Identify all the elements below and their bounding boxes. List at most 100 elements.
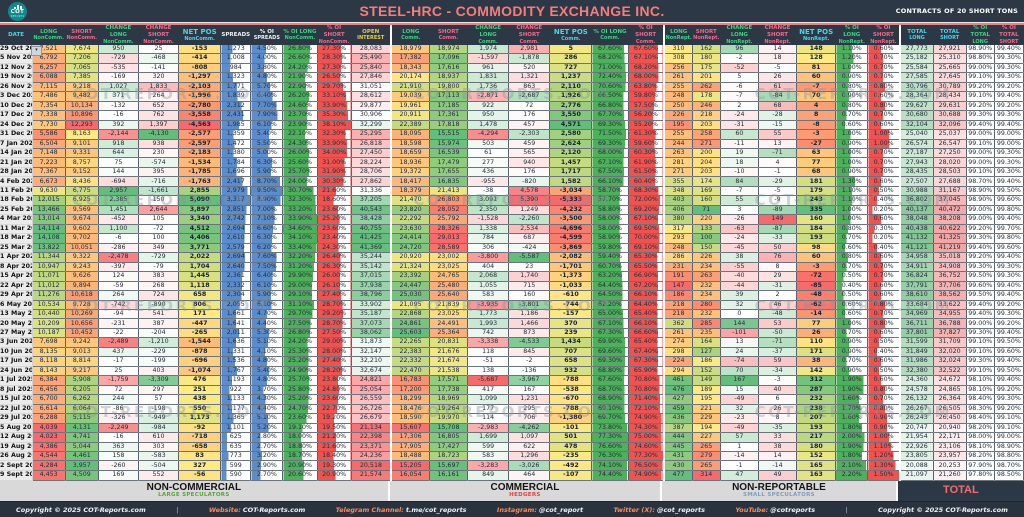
- total-long-cell: 34,958: [899, 252, 934, 263]
- spreads-cell: 2,332: [220, 281, 252, 292]
- table-row: 20 May 202510,20910,656-231387-4471,6414…: [0, 318, 1024, 329]
- short-noncomm-cell: 12,293: [65, 120, 99, 131]
- pct-oi-long-nonrept-cell: 0.90%: [835, 366, 869, 377]
- total-long-cell: 41,132: [899, 233, 934, 244]
- footer-link-instagram[interactable]: Instagram: @cot_report: [497, 506, 583, 514]
- date-cell: 11 Feb 2025: [0, 186, 33, 197]
- footer-link-youtube[interactable]: YouTube: @cotreports: [735, 506, 815, 514]
- long-comm-cell: 18,590: [391, 413, 430, 424]
- pct-oi-short-noncomm-cell: 31.90%: [317, 167, 352, 178]
- pct-oi-total-short-cell: 99.40%: [994, 176, 1024, 187]
- table-row: 12 Aug 20254,0234,741-16610-7186252.80%1…: [0, 432, 1024, 443]
- footer-link-website[interactable]: Website: COT-Reports.com: [209, 506, 305, 514]
- net-pos-noncomm-cell: -1,996: [178, 91, 222, 102]
- pct-oi-short-nonrept-cell: 1.10%: [867, 442, 901, 453]
- net-pos-comm-cell: -610: [549, 290, 593, 301]
- pct-oi-long-noncomm-cell: 31.20%: [282, 262, 318, 273]
- pct-oi-short-noncomm-cell: 23.60%: [317, 205, 352, 216]
- table-row: 9 Sept 20254,4534,509169552-565902.70%20…: [0, 470, 1024, 482]
- net-pos-noncomm-cell: -265: [178, 328, 222, 339]
- total-short-cell: 28,434: [933, 91, 967, 102]
- long-noncomm-cell: 6,288: [32, 413, 66, 424]
- logo-text: COT: [10, 9, 25, 15]
- short-nonrept-cell: 150: [692, 243, 721, 254]
- short-noncomm-cell: 9,101: [65, 139, 99, 150]
- pct-oi-total-short-cell: 99.30%: [994, 148, 1024, 159]
- change-long-comm-cell: 1,773: [467, 309, 510, 320]
- date-cell: 26 Aug 2025: [0, 451, 33, 462]
- pct-oi-short-noncomm-cell: 23.60%: [317, 394, 352, 405]
- open-interest-cell: 38,062: [351, 328, 393, 339]
- change-long-noncomm-cell: 2,385: [98, 195, 139, 206]
- change-long-comm-cell: 404: [467, 262, 510, 273]
- pct-oi-spreads-cell: 6.10%: [250, 300, 284, 311]
- pct-oi-total-short-cell: 99.80%: [994, 205, 1024, 216]
- total-short-cell: 25,037: [933, 129, 967, 140]
- change-long-comm-cell: 436: [467, 167, 510, 178]
- change-long-noncomm-cell: -16: [98, 432, 139, 443]
- pct-oi-long-comm-cell: 77.30%: [591, 432, 629, 443]
- change-short-comm-cell: 1,740: [508, 271, 551, 282]
- long-noncomm-cell: 6,792: [32, 53, 66, 64]
- change-long-comm-cell: 1,831: [467, 72, 510, 83]
- short-noncomm-cell: 10,134: [65, 101, 99, 112]
- pct-oi-long-noncomm-cell: 29.70%: [282, 309, 318, 320]
- change-long-nonrept-cell: -7: [720, 91, 759, 102]
- footer-link-label: Instagram:: [496, 505, 537, 514]
- open-interest-cell: 28,612: [351, 91, 393, 102]
- short-nonrept-cell: 100: [692, 233, 721, 244]
- total-short-cell: 32,020: [933, 347, 967, 358]
- change-short-comm-cell: 863: [508, 82, 551, 93]
- pct-oi-total-short-cell: 99.30%: [994, 157, 1024, 168]
- long-noncomm-cell: 7,148: [32, 148, 66, 159]
- change-long-noncomm-cell: -2,489: [98, 337, 139, 348]
- net-pos-comm-cell: 5: [549, 45, 593, 55]
- change-short-nonrept-cell: -14: [758, 460, 798, 471]
- total-short-cell: 31,167: [933, 186, 967, 197]
- pct-oi-short-nonrept-cell: 0.60%: [867, 91, 901, 102]
- footer-link-telegramchannel[interactable]: Telegram Channel: t.me/cot_reports: [336, 506, 467, 514]
- long-nonrept-cell: 294: [664, 366, 693, 377]
- change-long-comm-cell: -4,294: [467, 129, 510, 140]
- short-nonrept-cell: 271: [692, 139, 721, 150]
- pct-oi-total-long-cell: 99.10%: [966, 366, 995, 377]
- change-long-nonrept-cell: 84: [720, 176, 759, 187]
- pct-oi-long-nonrept-cell: 1.00%: [835, 148, 869, 159]
- total-long-cell: 25,040: [899, 129, 934, 140]
- pct-oi-long-nonrept-cell: 1.90%: [835, 385, 869, 396]
- date-cell: 3 Dec 2024: [0, 91, 33, 102]
- pct-oi-long-comm-cell: 69.70%: [591, 413, 629, 424]
- change-long-comm-cell: 3,091: [467, 195, 510, 206]
- change-short-nonrept-cell: 46: [758, 300, 798, 311]
- short-nonrept-cell: 279: [692, 451, 721, 462]
- net-pos-noncomm-cell: -1,763: [178, 176, 222, 187]
- change-short-nonrept-cell: 40: [758, 385, 798, 396]
- change-short-noncomm-cell: -198: [138, 404, 180, 415]
- change-short-noncomm-cell: -204: [138, 328, 180, 339]
- footer-link-twitterx[interactable]: Twitter (X): @cot_reports: [614, 506, 706, 514]
- net-pos-noncomm-cell: 5,090: [178, 195, 222, 206]
- total-short-cell: 27,645: [933, 72, 967, 83]
- open-interest-cell: 26,559: [351, 394, 393, 405]
- change-short-comm-cell: 167: [508, 385, 551, 396]
- short-noncomm-cell: 10,656: [65, 318, 99, 329]
- column-header-change-short-comm: CHANGE SHORT Comm.: [508, 25, 550, 45]
- open-interest-cell: 33,902: [351, 300, 393, 311]
- change-long-noncomm-cell: 437: [98, 347, 139, 358]
- column-header-net-pos-noncomm: NET POS NonComm.: [178, 25, 221, 45]
- net-pos-nonrept-cell: -85: [796, 281, 837, 292]
- pct-oi-short-nonrept-cell: 0.20%: [867, 205, 901, 216]
- short-noncomm-cell: 9,218: [65, 82, 99, 93]
- date-filter-button[interactable]: ▾: [31, 46, 42, 56]
- long-comm-cell: 18,095: [391, 129, 430, 140]
- change-long-comm-cell: 1,699: [467, 432, 510, 443]
- section-band-non-reportable: NON-REPORTABLE SMALL SPECULATORS: [662, 481, 898, 501]
- pct-oi-total-short-cell: 99.10%: [994, 413, 1024, 424]
- pct-oi-spreads-cell: 4.00%: [250, 53, 284, 64]
- table-row: 12 Nov 20246,2577,065-535-141-8089843.80…: [0, 63, 1024, 74]
- change-long-noncomm-cell: 144: [98, 167, 139, 178]
- change-short-nonrept-cell: 49: [758, 470, 798, 482]
- pct-oi-long-comm-cell: 69.10%: [591, 404, 629, 415]
- pct-oi-total-long-cell: 98.70%: [966, 176, 995, 187]
- short-comm-cell: 17,655: [429, 167, 469, 178]
